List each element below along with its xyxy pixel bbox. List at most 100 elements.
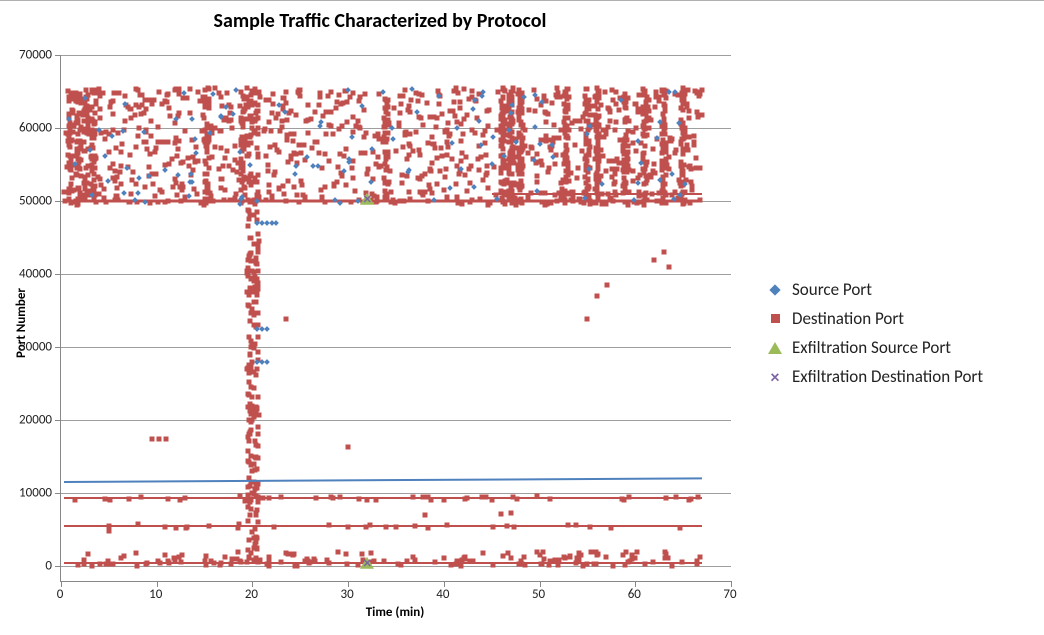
data-point bbox=[634, 148, 639, 153]
data-point bbox=[134, 550, 139, 555]
data-point bbox=[480, 132, 485, 137]
data-point bbox=[586, 153, 591, 158]
data-point bbox=[383, 188, 388, 193]
data-point bbox=[662, 102, 667, 107]
data-point bbox=[683, 130, 688, 135]
data-point bbox=[624, 144, 629, 149]
data-point bbox=[682, 92, 687, 97]
data-point bbox=[596, 106, 601, 111]
data-point bbox=[253, 468, 258, 473]
data-point bbox=[167, 113, 172, 118]
data-point bbox=[335, 550, 340, 555]
y-tick-label: 70000 bbox=[19, 48, 52, 63]
data-point bbox=[688, 164, 693, 169]
data-point bbox=[516, 113, 521, 118]
data-point bbox=[336, 126, 341, 131]
data-point bbox=[538, 562, 543, 567]
data-point bbox=[504, 523, 509, 528]
data-point bbox=[444, 523, 449, 528]
data-point bbox=[294, 193, 299, 198]
data-point bbox=[566, 190, 571, 195]
data-point bbox=[252, 101, 257, 106]
data-point bbox=[510, 86, 515, 91]
data-point bbox=[623, 186, 628, 191]
data-point bbox=[206, 100, 211, 105]
data-point bbox=[255, 145, 260, 150]
data-point bbox=[650, 146, 655, 151]
data-point bbox=[533, 124, 539, 130]
data-point bbox=[256, 443, 261, 448]
data-point bbox=[697, 197, 702, 202]
data-point bbox=[92, 120, 97, 125]
data-point bbox=[595, 294, 600, 299]
data-point bbox=[480, 93, 486, 99]
data-point bbox=[458, 166, 464, 172]
data-point bbox=[313, 496, 318, 501]
data-point bbox=[541, 550, 546, 555]
data-point bbox=[254, 406, 259, 411]
data-point bbox=[688, 200, 693, 205]
data-point bbox=[185, 524, 190, 529]
data-point bbox=[611, 563, 616, 568]
data-point bbox=[205, 150, 210, 155]
data-point bbox=[76, 120, 81, 125]
data-point bbox=[66, 191, 71, 196]
data-point bbox=[587, 525, 592, 530]
data-point bbox=[633, 556, 638, 561]
data-point bbox=[324, 132, 329, 137]
data-point bbox=[562, 131, 567, 136]
data-point bbox=[256, 190, 261, 195]
data-point bbox=[635, 180, 641, 186]
data-point bbox=[563, 153, 568, 158]
data-point bbox=[67, 144, 72, 149]
data-point bbox=[534, 180, 539, 185]
data-point bbox=[346, 524, 351, 529]
data-point bbox=[441, 555, 446, 560]
data-point bbox=[693, 155, 698, 160]
data-point bbox=[254, 484, 259, 489]
x-axis-label: Time (min) bbox=[366, 605, 425, 620]
data-point bbox=[484, 494, 489, 499]
data-point bbox=[468, 163, 473, 168]
data-point bbox=[109, 133, 115, 139]
data-point bbox=[516, 182, 521, 187]
data-point bbox=[348, 200, 353, 205]
data-point bbox=[86, 551, 91, 556]
data-point bbox=[273, 116, 278, 121]
data-point bbox=[312, 556, 317, 561]
data-point bbox=[484, 109, 489, 114]
data-point bbox=[222, 156, 227, 161]
data-point bbox=[465, 113, 470, 118]
data-point bbox=[573, 143, 578, 148]
data-point bbox=[143, 106, 148, 111]
data-point bbox=[106, 529, 111, 534]
data-point bbox=[403, 87, 408, 92]
x-tick-label: 10 bbox=[149, 587, 162, 602]
data-point bbox=[184, 96, 189, 101]
data-point bbox=[592, 561, 597, 566]
data-point bbox=[458, 563, 463, 568]
data-point bbox=[166, 560, 171, 565]
data-point bbox=[213, 85, 218, 90]
data-point bbox=[429, 135, 434, 140]
data-point bbox=[414, 91, 419, 96]
data-point bbox=[247, 98, 252, 103]
data-point bbox=[481, 177, 486, 182]
data-point bbox=[114, 146, 119, 151]
plot-area: ×× bbox=[60, 55, 731, 582]
data-point bbox=[595, 552, 600, 557]
data-point bbox=[427, 167, 432, 172]
data-point bbox=[298, 150, 303, 155]
data-point bbox=[185, 156, 190, 161]
data-point bbox=[224, 149, 229, 154]
data-point bbox=[383, 139, 388, 144]
data-point bbox=[484, 152, 489, 157]
data-point bbox=[153, 150, 158, 155]
data-point bbox=[192, 136, 198, 142]
data-point bbox=[235, 550, 240, 555]
data-point bbox=[356, 118, 361, 123]
data-point bbox=[131, 169, 136, 174]
data-point bbox=[255, 495, 260, 500]
data-point bbox=[679, 106, 684, 111]
data-point bbox=[135, 522, 140, 527]
